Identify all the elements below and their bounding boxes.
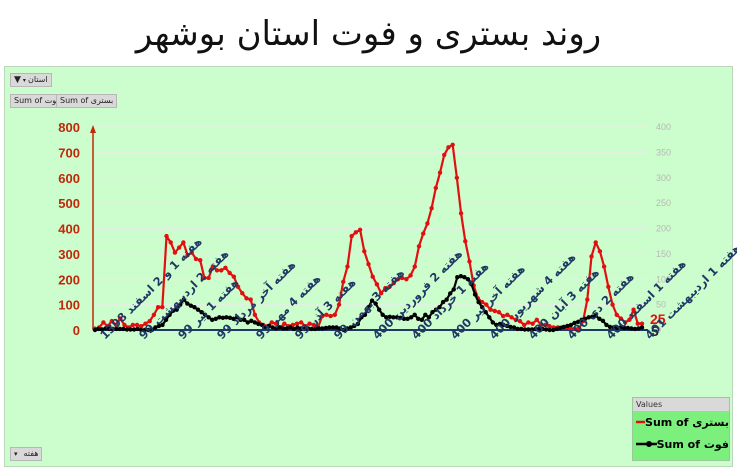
y-axis-left-tick: 700	[58, 145, 80, 160]
y-axis-left-tick: 300	[58, 247, 80, 262]
end-label-hospitalized: 25	[650, 311, 666, 327]
y-axis-left-tick: 100	[58, 298, 80, 313]
y-axis-right-tick: 400	[656, 122, 671, 132]
y-axis-right-tick: 100	[656, 274, 671, 284]
y-axis-right-tick: 50	[656, 300, 666, 310]
y-axis-left-tick: 500	[58, 196, 80, 211]
province-filter-label: استان	[27, 75, 48, 84]
legend: Values Sum of بستری Sum of فوت	[632, 397, 730, 461]
province-filter-button[interactable]: ▼ ▾ استان	[10, 73, 52, 87]
y-axis-right-tick: 200	[656, 224, 671, 234]
y-axis-right-tick: 150	[656, 249, 671, 259]
y-axis-right-tick: 300	[656, 173, 671, 183]
y-axis-left-tick: 200	[58, 272, 80, 287]
filter-icon: ▼	[14, 75, 21, 85]
week-filter-button[interactable]: ▾ هفته	[10, 447, 43, 461]
y-axis-right-tick: 0	[656, 325, 661, 335]
y-axis-right-tick: 350	[656, 147, 671, 157]
y-axis-left-tick: 0	[73, 323, 80, 338]
y-axis-right-tick: 250	[656, 198, 671, 208]
legend-item-deaths[interactable]: Sum of فوت	[633, 433, 729, 455]
field-pill-hospitalized[interactable]: Sum of بستری	[56, 94, 118, 108]
axis-arrow-icon	[90, 125, 96, 133]
black-line-marker-icon	[636, 441, 657, 447]
chart-title: روند بستری و فوت استان بوشهر	[135, 14, 602, 54]
dropdown-caret-icon: ▾	[22, 77, 26, 84]
red-line-marker-icon	[636, 420, 646, 424]
x-axis-tick-label: هفته 2 دی 400	[564, 270, 636, 342]
legend-header: Values	[633, 398, 729, 411]
dropdown-caret-icon: ▾	[14, 450, 18, 458]
week-filter-label: هفته	[23, 449, 39, 458]
y-axis-left-tick: 800	[58, 120, 80, 135]
legend-label: Sum of بستری	[645, 415, 729, 429]
legend-label: Sum of فوت	[656, 437, 729, 451]
series-deaths	[92, 274, 645, 333]
y-axis-left-tick: 600	[58, 171, 80, 186]
end-label-deaths: 5	[651, 323, 659, 339]
y-axis-left-tick: 400	[58, 222, 80, 237]
legend-item-hospitalized[interactable]: Sum of بستری	[633, 411, 729, 433]
